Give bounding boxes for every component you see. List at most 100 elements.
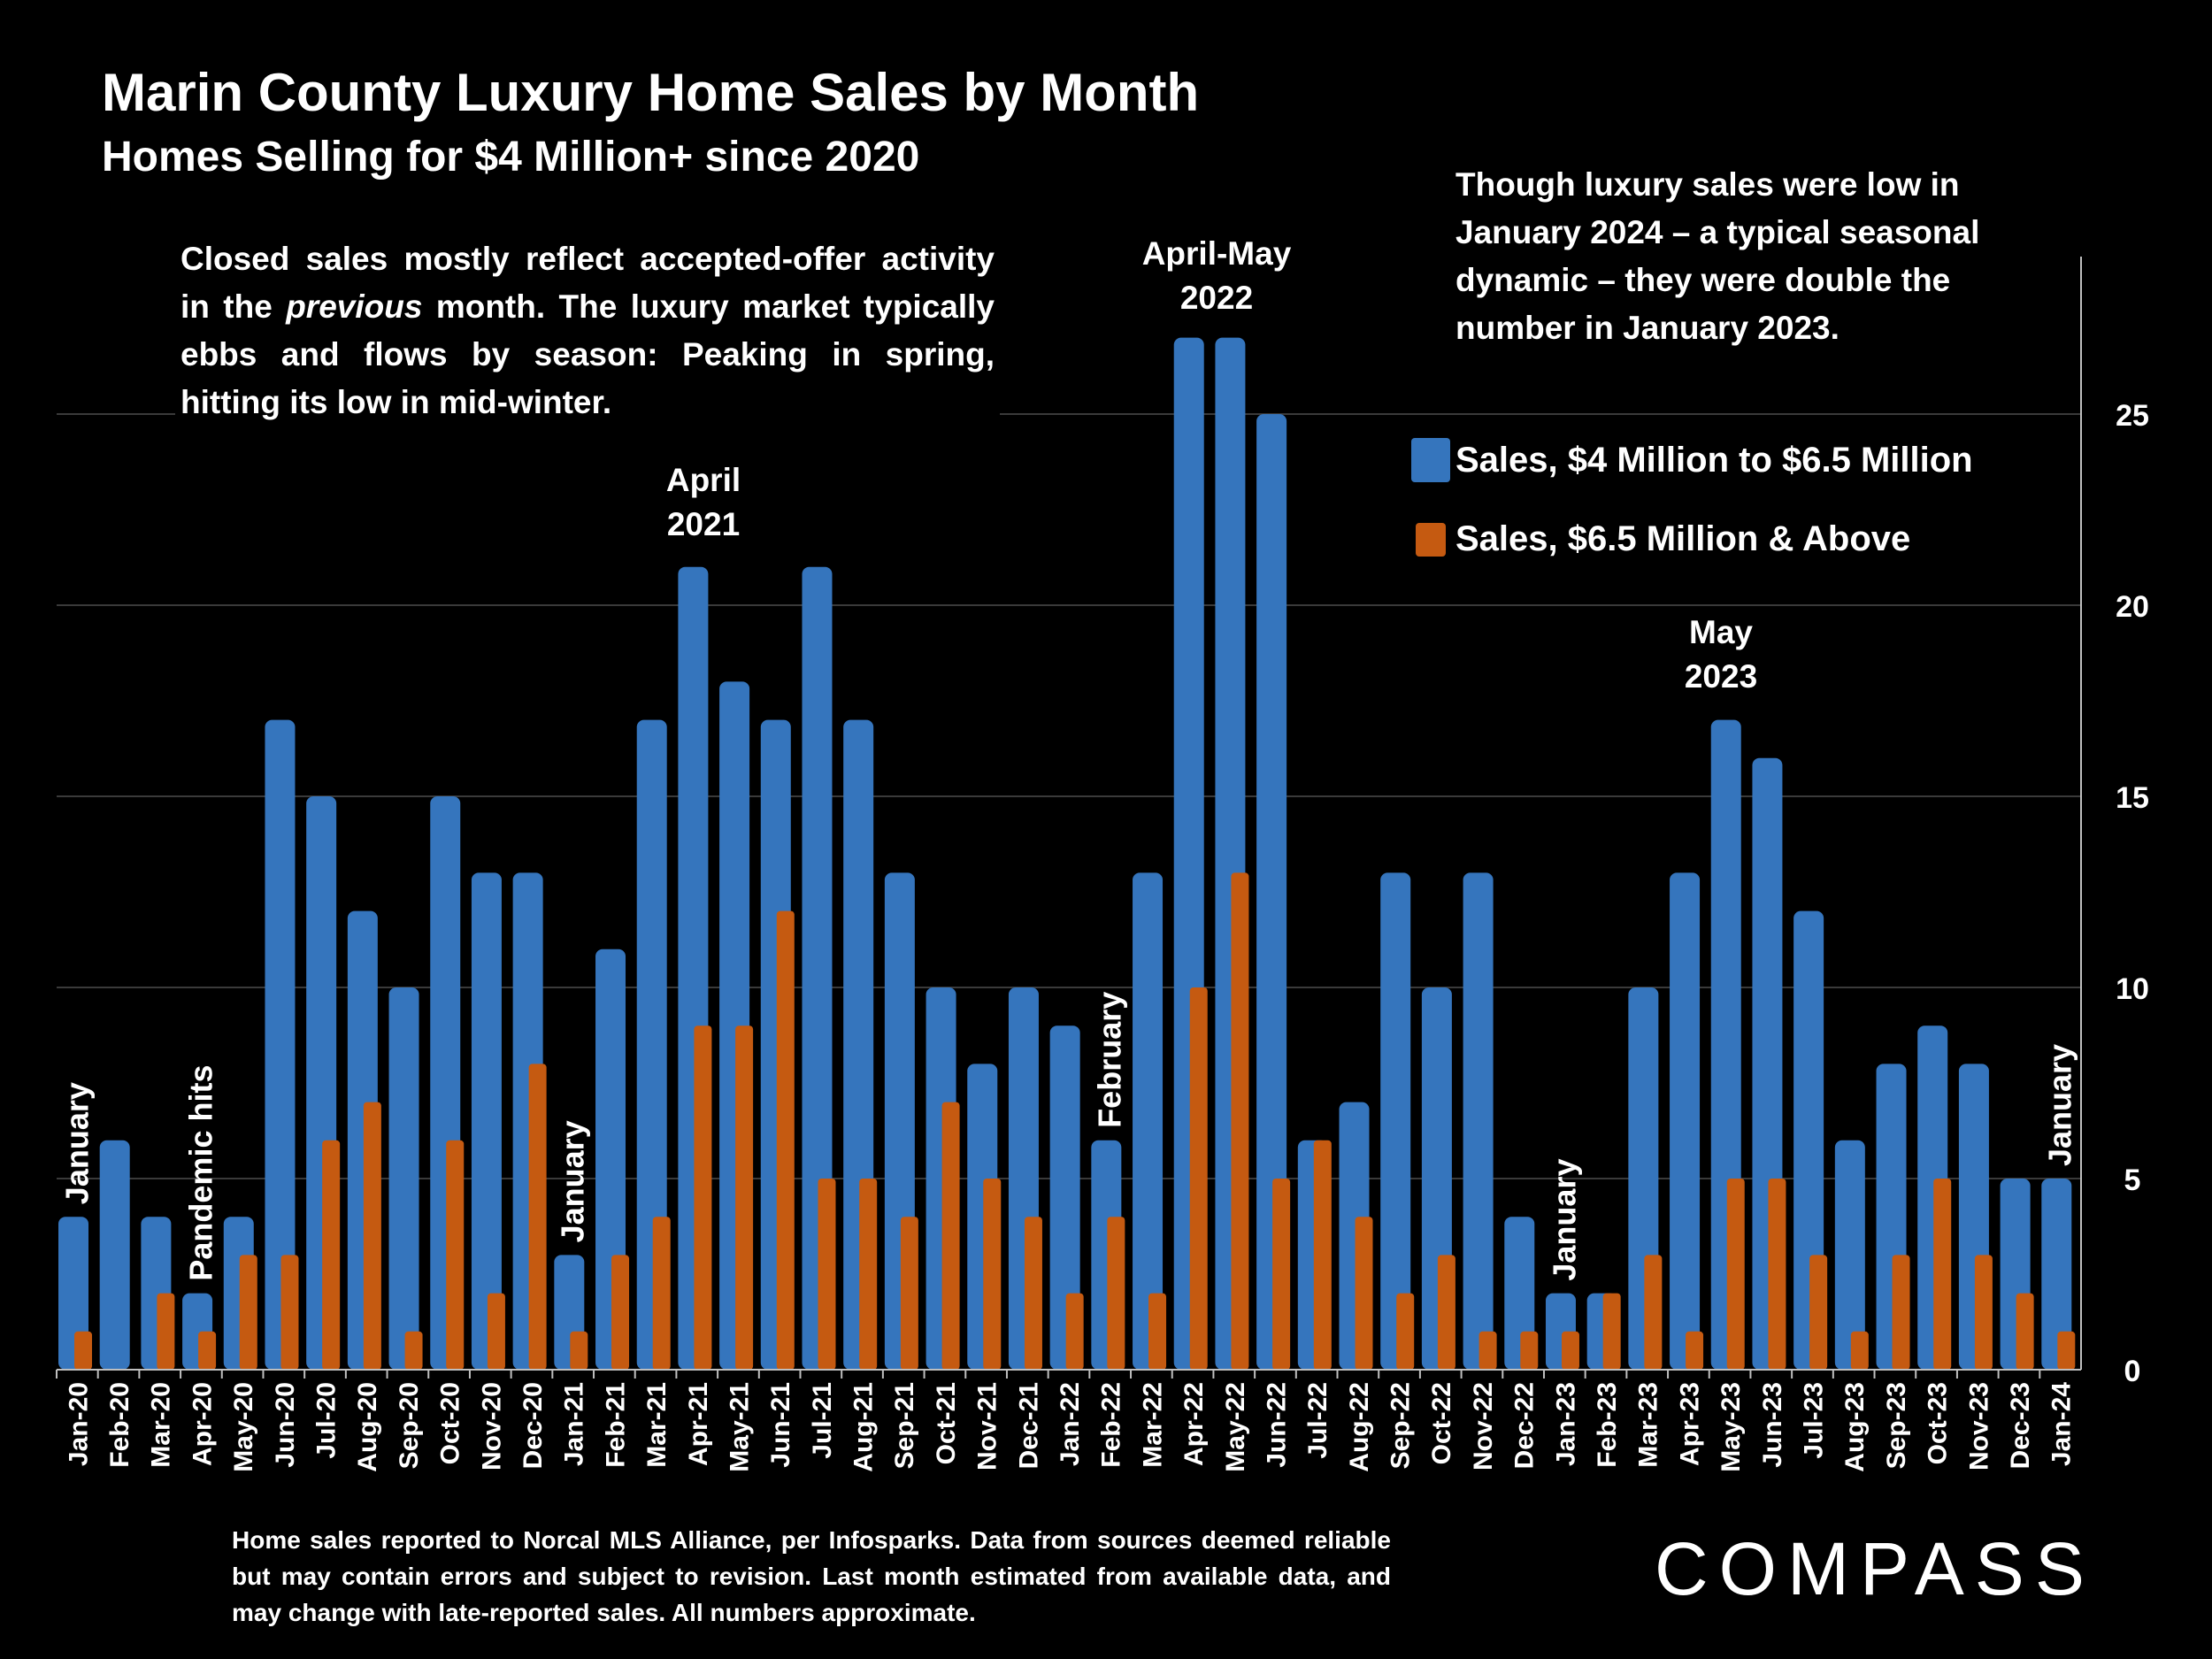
- bar-high-range: [528, 1064, 547, 1370]
- callout-april-2021: April 2021: [650, 458, 757, 547]
- x-tick-label: Feb-21: [601, 1382, 630, 1468]
- bar-high-range: [1602, 1293, 1621, 1370]
- x-tick-label: Oct-20: [436, 1382, 465, 1464]
- bar-low-range: [388, 987, 419, 1370]
- callout-line: 2023: [1684, 658, 1758, 695]
- bar-low-range: [1256, 414, 1287, 1370]
- y-tick-label: 15: [2116, 781, 2149, 815]
- note-text-start: Closed sales mostly reflect accepted-off…: [180, 241, 995, 325]
- y-tick-label: 25: [2116, 399, 2149, 433]
- x-tick-label: Oct-22: [1427, 1382, 1456, 1464]
- x-tick-label: Jun-22: [1262, 1382, 1291, 1468]
- bar-high-range: [1396, 1293, 1415, 1370]
- bar-low-range: [1834, 1140, 1865, 1370]
- bar-high-range: [1892, 1255, 1910, 1370]
- x-tick-label: Nov-22: [1469, 1382, 1498, 1471]
- x-tick-label: Apr-23: [1675, 1382, 1704, 1466]
- x-tick-label: Sep-23: [1882, 1382, 1911, 1469]
- x-tick-label: Aug-22: [1345, 1382, 1374, 1472]
- x-tick-label: Mar-21: [642, 1382, 672, 1468]
- bar-high-range: [1933, 1179, 1952, 1370]
- y-tick-label: 10: [2116, 972, 2149, 1006]
- y-tick-label: 0: [2124, 1355, 2141, 1388]
- x-tick-label: Jan-20: [64, 1382, 93, 1466]
- x-tick-label: Mar-23: [1634, 1382, 1663, 1468]
- bar-low-range: [2041, 1179, 2072, 1370]
- compass-logo: COMPASS: [1655, 1527, 2095, 1610]
- bar-high-range: [157, 1293, 175, 1370]
- bar-high-range: [1561, 1331, 1579, 1370]
- x-tick-label: Sep-22: [1386, 1382, 1416, 1469]
- bar-high-range: [611, 1255, 630, 1370]
- x-tick-label: Jun-21: [766, 1382, 795, 1468]
- x-tick-label: Feb-23: [1593, 1382, 1622, 1468]
- bar-low-range: [471, 872, 502, 1370]
- x-tick-label: Jan-23: [1551, 1382, 1580, 1466]
- x-tick-label: Jul-23: [1799, 1382, 1828, 1459]
- x-tick-label: May-21: [725, 1382, 754, 1472]
- bar-high-range: [1644, 1255, 1663, 1370]
- x-tick-label: Sep-21: [890, 1382, 919, 1469]
- x-tick-label: Sep-20: [395, 1382, 424, 1469]
- x-tick-label: May-23: [1717, 1382, 1746, 1472]
- bars: [58, 337, 2076, 1371]
- legend-label-high-range: Sales, $6.5 Million & Above: [1455, 519, 1911, 558]
- callout-may-2023: May 2023: [1668, 611, 1774, 699]
- bar-high-range: [694, 1025, 712, 1370]
- callout-line: April: [665, 462, 741, 498]
- x-tick-label: Oct-21: [932, 1382, 961, 1464]
- bar-low-range: [1133, 872, 1164, 1370]
- bar-high-range: [1313, 1140, 1332, 1370]
- x-tick-label: Mar-20: [147, 1382, 176, 1468]
- bar-low-range: [636, 719, 667, 1370]
- bar-high-range: [1850, 1331, 1869, 1370]
- bar-high-range: [859, 1179, 878, 1370]
- x-tick-label: Apr-20: [188, 1382, 217, 1466]
- bar-high-range: [1231, 872, 1249, 1370]
- bar-low-range: [1049, 1025, 1080, 1370]
- callout-line: 2022: [1179, 280, 1254, 316]
- bar-high-range: [1686, 1331, 1704, 1370]
- bar-high-range: [487, 1293, 505, 1370]
- bar-high-range: [1768, 1179, 1786, 1370]
- bar-high-range: [1974, 1255, 1993, 1370]
- seasonality-note: Closed sales mostly reflect accepted-off…: [175, 232, 1000, 430]
- bar-low-range: [1463, 872, 1494, 1370]
- january-note: Though luxury sales were low in January …: [1455, 161, 2057, 352]
- callout-line: May: [1689, 614, 1753, 650]
- bar-low-range: [1380, 872, 1411, 1370]
- x-tick-label: Dec-22: [1510, 1382, 1540, 1469]
- bar-high-range: [1355, 1217, 1373, 1370]
- x-tick-label: Jan-24: [2047, 1382, 2077, 1466]
- callout-line: April-May: [1141, 235, 1292, 272]
- legend-swatch-blue: [1411, 438, 1450, 482]
- bar-high-range: [363, 1102, 381, 1370]
- note-emphasis: previous: [286, 288, 423, 325]
- bar-high-range: [900, 1217, 918, 1370]
- bar-high-range: [1148, 1293, 1167, 1370]
- chart-subtitle: Homes Selling for $4 Million+ since 2020: [102, 134, 920, 180]
- bar-high-range: [735, 1025, 754, 1370]
- vertical-callout: Pandemic hits: [182, 1065, 219, 1281]
- bar-high-range: [652, 1217, 671, 1370]
- bar-high-range: [1726, 1179, 1745, 1370]
- x-tick-label: Mar-22: [1138, 1382, 1167, 1468]
- bar-high-range: [239, 1255, 257, 1370]
- x-tick-label: May-22: [1221, 1382, 1250, 1472]
- y-tick-label: 5: [2124, 1164, 2141, 1197]
- legend: Sales, $4 Million to $6.5 Million Sales,…: [1411, 438, 1973, 596]
- legend-swatch-orange: [1416, 522, 1446, 557]
- bar-high-range: [446, 1140, 465, 1370]
- callout-april-may-2022: April-May 2022: [1119, 232, 1314, 320]
- x-tick-label: Dec-21: [1014, 1382, 1043, 1469]
- chart-title: Marin County Luxury Home Sales by Month: [102, 63, 1200, 122]
- y-tick-label: 20: [2116, 590, 2149, 624]
- legend-label-low-range: Sales, $4 Million to $6.5 Million: [1455, 440, 1973, 480]
- x-tick-label: Aug-20: [353, 1382, 382, 1472]
- bar-low-range: [99, 1140, 130, 1370]
- x-tick-label: Aug-23: [1840, 1382, 1870, 1472]
- x-tick-label: Jun-23: [1758, 1382, 1787, 1468]
- source-footnote: Home sales reported to Norcal MLS Allian…: [232, 1526, 1391, 1626]
- x-tick-label: Jan-21: [560, 1382, 589, 1466]
- bar-high-range: [570, 1331, 588, 1370]
